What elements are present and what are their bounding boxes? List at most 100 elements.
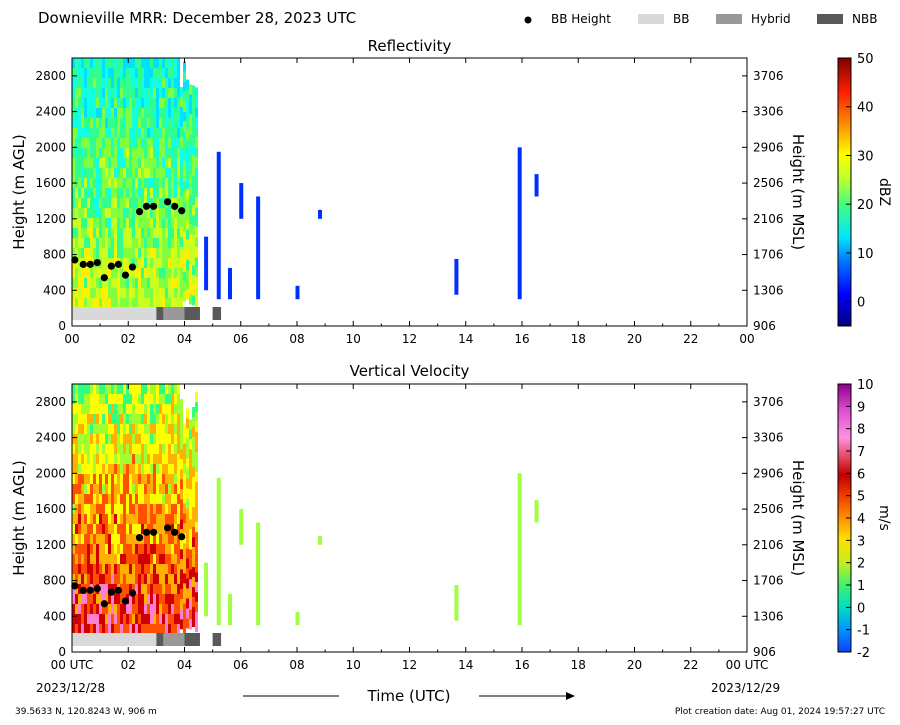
heatmap-cell xyxy=(78,158,81,168)
heatmap-cell xyxy=(144,208,147,218)
heatmap-cell xyxy=(75,564,78,574)
heatmap-cell xyxy=(90,138,93,148)
heatmap-cell xyxy=(168,238,171,248)
heatmap-cell xyxy=(162,504,165,514)
heatmap-cell xyxy=(153,624,156,634)
heatmap-cell xyxy=(165,554,168,564)
heatmap-cell xyxy=(144,614,147,624)
heatmap-cell xyxy=(114,384,117,394)
heatmap-cell xyxy=(162,524,165,534)
heatmap-cell xyxy=(123,604,126,614)
heatmap-cell xyxy=(96,158,99,168)
heatmap-cell xyxy=(138,584,141,594)
heatmap-cell xyxy=(117,534,120,544)
heatmap-cell xyxy=(96,524,99,534)
heatmap-cell xyxy=(183,463,186,474)
heatmap-cell xyxy=(90,228,93,238)
heatmap-cell xyxy=(174,404,177,414)
heatmap-cell xyxy=(183,71,186,82)
heatmap-cell xyxy=(141,504,144,514)
heatmap-cell xyxy=(105,434,108,444)
heatmap-cell xyxy=(186,169,189,180)
heatmap-cell xyxy=(171,564,174,574)
heatmap-cell xyxy=(102,494,105,504)
heatmap-cell xyxy=(117,604,120,614)
heatmap-cell xyxy=(138,624,141,634)
heatmap-cell xyxy=(135,504,138,514)
heatmap-cell xyxy=(72,298,75,308)
heatmap-cell xyxy=(90,248,93,258)
heatmap-cell xyxy=(186,608,189,619)
heatmap-cell xyxy=(174,238,177,248)
heatmap-cell xyxy=(99,464,102,474)
heatmap-cell xyxy=(81,118,84,128)
heatmap-cell xyxy=(108,514,111,524)
heatmap-cell xyxy=(153,68,156,78)
heatmap-cell xyxy=(87,228,90,238)
heatmap-cell xyxy=(126,98,129,108)
heatmap-cell xyxy=(81,218,84,228)
heatmap-cell xyxy=(120,574,123,584)
heatmap-cell xyxy=(138,574,141,584)
heatmap-cell xyxy=(81,178,84,188)
heatmap-cell xyxy=(102,394,105,404)
heatmap-cell xyxy=(81,268,84,278)
heatmap-cell xyxy=(129,78,132,88)
heatmap-cell xyxy=(93,594,96,604)
heatmap-cell xyxy=(138,414,141,424)
heatmap-cell xyxy=(108,434,111,444)
heatmap-cell xyxy=(195,542,198,553)
heatmap-cell xyxy=(78,444,81,454)
heatmap-cell xyxy=(132,258,135,268)
heatmap-cell xyxy=(168,514,171,524)
heatmap-cell xyxy=(81,188,84,198)
heatmap-cell xyxy=(120,58,123,68)
heatmap-cell xyxy=(87,534,90,544)
heatmap-cell xyxy=(90,424,93,434)
heatmap-cell xyxy=(177,258,180,268)
heatmap-cell xyxy=(162,138,165,148)
heatmap-cell xyxy=(93,278,96,288)
heatmap-cell xyxy=(111,404,114,414)
heatmap-cell xyxy=(93,88,96,98)
heatmap-cell xyxy=(150,268,153,278)
heatmap-cell xyxy=(102,98,105,108)
heatmap-cell xyxy=(129,58,132,68)
heatmap-cell xyxy=(102,554,105,564)
heatmap-cell xyxy=(192,537,195,548)
x-tick-label: 06 xyxy=(233,658,248,672)
heatmap-cell xyxy=(171,614,174,624)
heatmap-cell xyxy=(144,188,147,198)
heatmap-cell xyxy=(153,238,156,248)
heatmap-cell xyxy=(159,624,162,634)
heatmap-cell xyxy=(174,158,177,168)
bb-class-segment xyxy=(156,307,164,320)
heatmap-cell xyxy=(162,68,165,78)
heatmap-cell xyxy=(147,504,150,514)
heatmap-cell xyxy=(108,88,111,98)
heatmap-cell xyxy=(168,188,171,198)
heatmap-cell xyxy=(144,118,147,128)
heatmap-cell xyxy=(162,188,165,198)
heatmap-cell xyxy=(114,268,117,278)
heatmap-cell xyxy=(165,88,168,98)
heatmap-cell xyxy=(162,574,165,584)
heatmap-cell xyxy=(195,197,198,208)
heatmap-cell xyxy=(78,544,81,554)
heatmap-cell xyxy=(177,178,180,188)
heatmap-cell xyxy=(159,404,162,414)
heatmap-cell xyxy=(129,148,132,158)
heatmap-cell xyxy=(162,624,165,634)
heatmap-cell xyxy=(144,484,147,494)
heatmap-cell xyxy=(168,384,171,394)
heatmap-cell xyxy=(78,218,81,228)
heatmap-cell xyxy=(159,248,162,258)
heatmap-cell xyxy=(195,107,198,118)
heatmap-cell xyxy=(135,564,138,574)
heatmap-cell xyxy=(96,198,99,208)
heatmap-cell xyxy=(141,494,144,504)
heatmap-cell xyxy=(126,544,129,554)
heatmap-cell xyxy=(129,604,132,614)
heatmap-cell xyxy=(189,104,192,115)
heatmap-cell xyxy=(93,298,96,308)
